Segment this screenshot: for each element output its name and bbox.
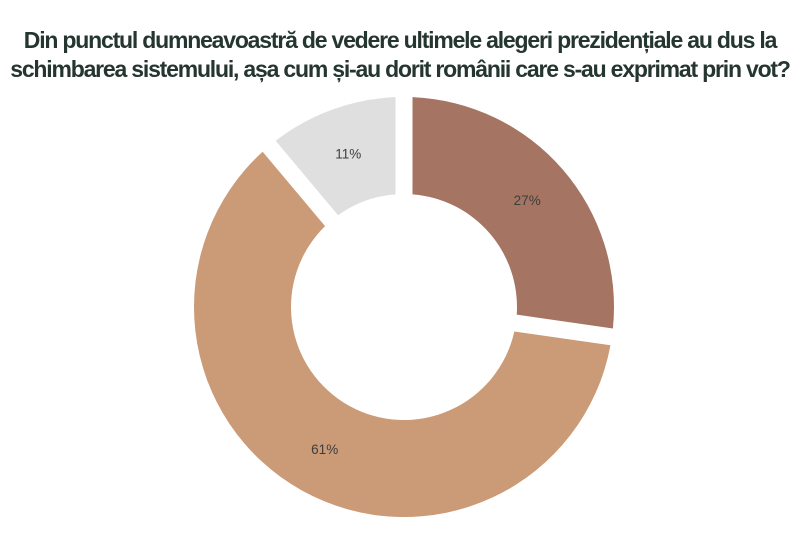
chart-title: Din punctul dumneavoastră de vedere ulti… — [0, 26, 800, 84]
slice-label: 61% — [311, 442, 338, 457]
chart-title-line1: Din punctul dumneavoastră de vedere ulti… — [23, 27, 778, 53]
slice-label: 27% — [514, 193, 541, 208]
chart-title-line2: schimbarea sistemului, așa cum și-au dor… — [10, 56, 791, 82]
donut-slice — [275, 97, 396, 216]
donut-slice — [193, 151, 611, 518]
donut-slice — [412, 97, 614, 329]
slice-label: 11% — [335, 147, 361, 162]
